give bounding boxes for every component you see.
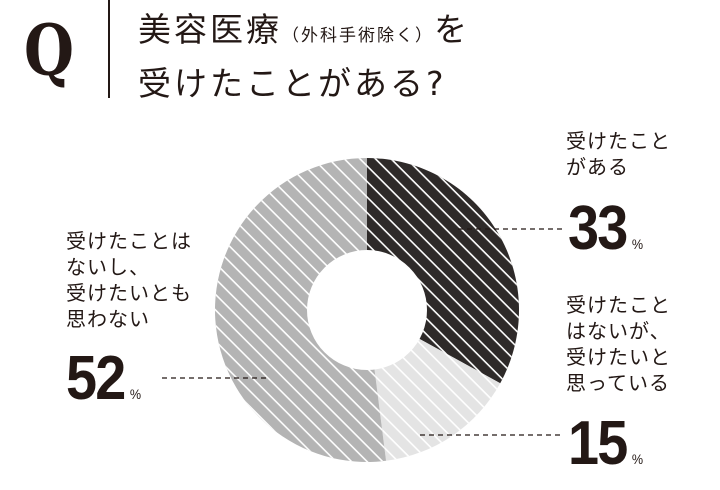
value-want-number: 15 (568, 409, 628, 478)
value-no-number: 52 (66, 344, 126, 413)
value-yes-unit: % (631, 236, 644, 252)
value-no: 52% (66, 348, 141, 425)
value-yes: 33% (568, 198, 643, 275)
value-want: 15% (568, 413, 643, 490)
q-mark-logo: Q (24, 9, 75, 92)
title-main: 美容医療 (138, 10, 282, 49)
label-yes: 受けたこと がある (566, 129, 671, 179)
title-line-1: 美容医療（外科手術除く）を (138, 6, 470, 60)
label-want: 受けたこと はないが、 受けたいと 思っている (566, 293, 671, 395)
label-no: 受けたことは ないし、 受けたいとも 思わない (66, 229, 192, 331)
title-paren: （外科手術除く） (282, 26, 434, 46)
title-line-2: 受けたことがある? (138, 64, 447, 103)
slice-no-hatching (215, 158, 387, 462)
value-no-unit: % (129, 386, 142, 402)
value-want-unit: % (631, 451, 644, 467)
header-divider (108, 0, 110, 98)
donut-hole (307, 250, 427, 370)
value-yes-number: 33 (568, 194, 628, 263)
page-title: 美容医療（外科手術除く）を 受けたことがある? (138, 6, 470, 108)
title-end: を (434, 10, 470, 49)
